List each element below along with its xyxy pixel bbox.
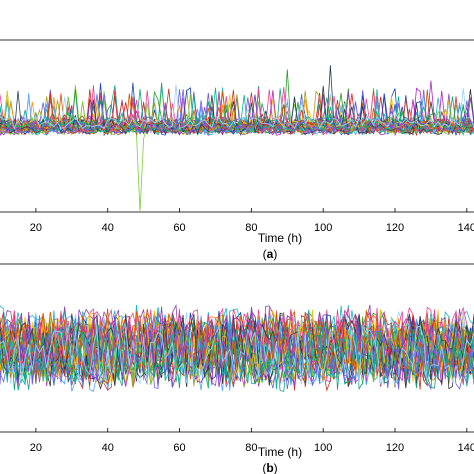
series-line-a-34 <box>0 82 474 130</box>
x-tick-label-a-140: 140 <box>458 222 474 234</box>
series-line-a-40 <box>0 84 474 130</box>
x-tick-label-b-60: 60 <box>173 442 185 454</box>
series-lines-a <box>0 65 474 213</box>
x-tick-label-a-120: 120 <box>386 222 404 234</box>
x-tick-label-b-140: 140 <box>458 442 474 454</box>
panel-a: 20 40 60 80 100 120 140 Time (h) (a) <box>0 39 474 261</box>
x-tick-label-a-80: 80 <box>245 222 257 234</box>
x-tick-label-a-40: 40 <box>102 222 114 234</box>
x-axis-title-a: Time (h) <box>258 231 302 245</box>
x-axis-title-b: Time (h) <box>258 445 302 459</box>
panel-b: 20 40 60 80 100 120 140 Time (h) (b) <box>0 263 474 474</box>
x-ticks-a: 20 40 60 80 100 120 140 <box>30 208 474 234</box>
x-tick-label-b-120: 120 <box>386 442 404 454</box>
series-line-a-37 <box>0 87 474 133</box>
series-line-b-35 <box>0 308 474 372</box>
x-tick-label-b-80: 80 <box>245 442 257 454</box>
axes-frame-b <box>0 263 474 433</box>
series-line-a-35 <box>0 89 474 135</box>
x-tick-label-a-60: 60 <box>173 222 185 234</box>
series-line-b-40 <box>0 324 474 387</box>
axes-frame-a <box>0 39 474 213</box>
series-line-a-10 <box>0 84 474 213</box>
series-line-b-37 <box>0 308 474 372</box>
x-tick-label-a-20: 20 <box>30 222 42 234</box>
x-ticks-b: 20 40 60 80 100 120 140 <box>30 428 474 454</box>
series-lines-b <box>0 303 474 392</box>
panel-caption-a: (a) <box>263 247 278 261</box>
series-line-b-38 <box>0 328 474 391</box>
panel-caption-b: (b) <box>262 461 277 474</box>
x-tick-label-b-40: 40 <box>102 442 114 454</box>
x-tick-label-a-100: 100 <box>314 222 332 234</box>
x-tick-label-b-20: 20 <box>30 442 42 454</box>
x-tick-label-b-100: 100 <box>314 442 332 454</box>
series-line-a-38 <box>0 85 474 135</box>
